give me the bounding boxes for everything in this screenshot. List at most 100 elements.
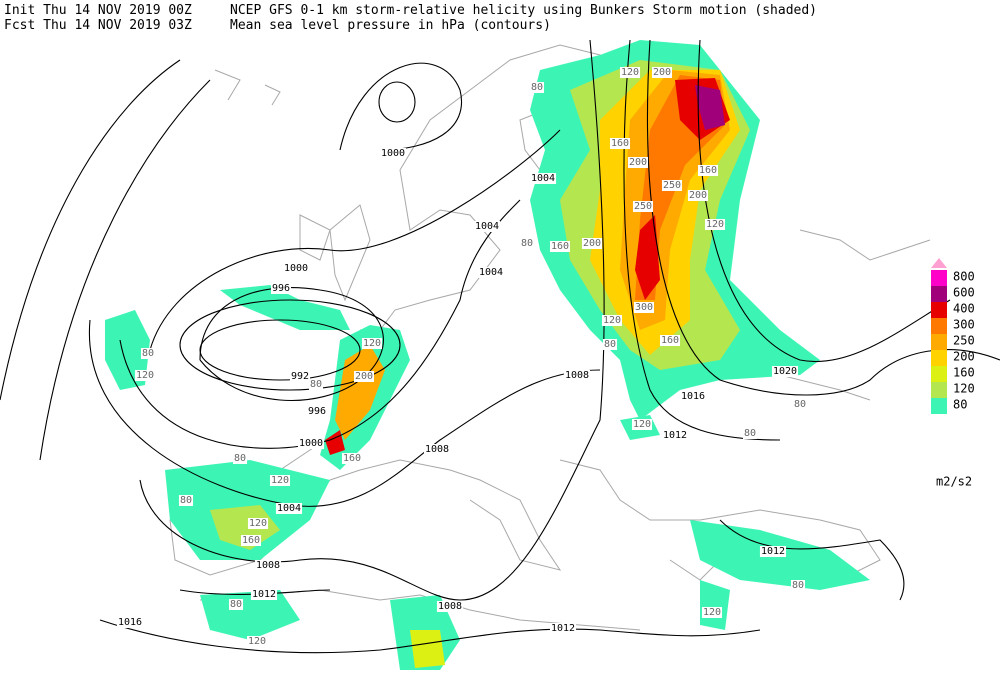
pressure-label: 1012 (663, 430, 687, 441)
helicity-label: 160 (661, 335, 679, 346)
helicity-label: 80 (234, 453, 246, 464)
legend-label: 200 (953, 350, 975, 364)
helicity-label: 120 (363, 338, 381, 349)
pressure-label: 1016 (681, 391, 705, 402)
pressure-label: 1012 (761, 546, 785, 557)
helicity-label: 200 (355, 371, 373, 382)
helicity-label-bg (341, 453, 363, 464)
legend: m2/s2 80 120 160 200 250 300 400 600 800 (931, 258, 975, 489)
pressure-label-bg (759, 546, 787, 557)
pressure-label-bg (297, 438, 325, 449)
helicity-labels: 80 120 200 160 200 250 200 160 120 250 200 160 80 120… (134, 67, 808, 647)
pressure-label-bg (679, 391, 707, 402)
helicity-label: 120 (621, 67, 639, 78)
helicity-label-bg (232, 453, 248, 464)
legend-label: 250 (953, 334, 975, 348)
helicity-label: 120 (603, 315, 621, 326)
helicity-label-bg (687, 190, 709, 201)
forecast-time: Fcst Thu 14 NOV 2019 03Z (4, 18, 192, 33)
helicity-label-bg (790, 580, 806, 591)
pressure-label: 1004 (479, 267, 503, 278)
helicity-label: 80 (310, 379, 322, 390)
pressure-label-bg (661, 430, 689, 441)
helicity-label-bg (704, 219, 726, 230)
helicity-label: 120 (249, 518, 267, 529)
legend-swatch (931, 350, 947, 366)
helicity-label-bg (631, 419, 653, 430)
pressure-label: 1016 (118, 617, 142, 628)
helicity-label: 200 (583, 238, 601, 249)
legend-unit: m2/s2 (936, 475, 972, 489)
helicity-label-bg (247, 518, 269, 529)
helicity-label: 160 (551, 241, 569, 252)
helicity-label: 80 (180, 495, 192, 506)
legend-swatch (931, 318, 947, 334)
helicity-label: 120 (271, 475, 289, 486)
pressure-label-bg (477, 267, 505, 278)
helicity-label-bg (134, 370, 156, 381)
helicity-label-bg (529, 82, 545, 93)
helicity-label-bg (602, 339, 618, 350)
helicity-label-bg (178, 495, 194, 506)
helicity-label-bg (633, 302, 655, 313)
pressure-label-bg (282, 263, 310, 274)
legend-label: 120 (953, 382, 975, 396)
helicity-shading (105, 40, 870, 670)
helicity-label-bg (609, 138, 631, 149)
subtitle: Mean sea level pressure in hPa (contours… (230, 18, 551, 33)
init-time: Init Thu 14 NOV 2019 00Z (4, 3, 192, 18)
legend-swatch (931, 270, 947, 286)
helicity-label: 80 (604, 339, 616, 350)
legend-label: 800 (953, 270, 975, 284)
helicity-label-bg (519, 238, 535, 249)
legend-extension (931, 258, 947, 268)
helicity-label-bg (632, 201, 654, 212)
helicity-label: 80 (142, 348, 154, 359)
helicity-label-bg (581, 238, 603, 249)
helicity-label: 120 (703, 607, 721, 618)
helicity-label-bg (361, 338, 383, 349)
helicity-label: 250 (663, 180, 681, 191)
helicity-label-bg (140, 348, 156, 359)
helicity-label: 200 (653, 67, 671, 78)
helicity-label: 250 (634, 201, 652, 212)
helicity-label: 120 (633, 419, 651, 430)
helicity-label-bg (627, 157, 649, 168)
pressure-label: 1004 (475, 221, 499, 232)
legend-label: 160 (953, 366, 975, 380)
pressure-label: 1000 (284, 263, 308, 274)
helicity-label: 160 (242, 535, 260, 546)
helicity-label-bg (701, 607, 723, 618)
helicity-label-bg (619, 67, 641, 78)
pressure-label: 1000 (381, 148, 405, 159)
helicity-label-bg (659, 335, 681, 346)
pressure-label: 1012 (551, 623, 575, 634)
pressure-label-bg (116, 617, 144, 628)
pressure-label-bg (423, 444, 451, 455)
helicity-label: 120 (136, 370, 154, 381)
legend-label: 400 (953, 302, 975, 316)
helicity-label: 80 (531, 82, 543, 93)
legend-label: 80 (953, 398, 967, 412)
helicity-label-bg (246, 636, 268, 647)
helicity-label-bg (353, 371, 375, 382)
helicity-label: 300 (635, 302, 653, 313)
helicity-label-bg (792, 399, 808, 410)
pressure-labels: 1000 1004 1004 1004 1000 996 992 996 1000 1008 100… (116, 148, 799, 634)
helicity-label: 80 (521, 238, 533, 249)
helicity-label-bg (661, 180, 683, 191)
helicity-label-bg (742, 428, 758, 439)
helicity-label-bg (269, 475, 291, 486)
legend-label: 300 (953, 318, 975, 332)
pressure-label: 992 (291, 371, 309, 382)
legend-swatch (931, 366, 947, 382)
pressure-label: 996 (272, 283, 290, 294)
pressure-label: 996 (308, 406, 326, 417)
pressure-label: 1008 (256, 560, 280, 571)
pressure-label-bg (250, 589, 278, 600)
helicity-label: 200 (689, 190, 707, 201)
pressure-label-bg (289, 371, 311, 382)
helicity-label: 80 (744, 428, 756, 439)
